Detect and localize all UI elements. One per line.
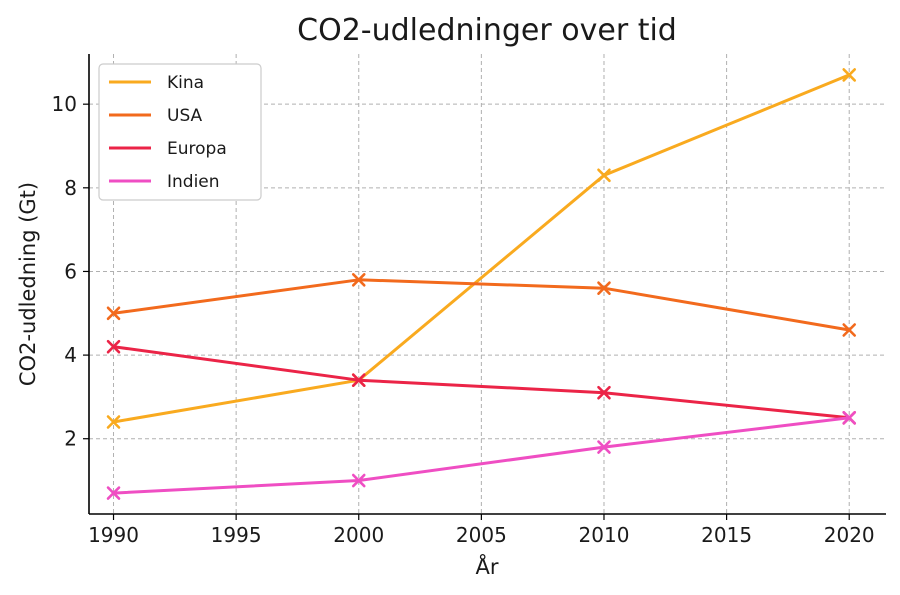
x-tick-label: 2000 [333, 523, 384, 547]
data-point-usa [842, 323, 857, 337]
y-axis-ticks: 2 4 6 8 10 [52, 92, 89, 451]
data-point-europa [351, 373, 366, 387]
x-tick-label: 2010 [579, 523, 630, 547]
data-point-indien [842, 411, 857, 425]
series-line-usa [113, 278, 850, 332]
legend-label-indien: Indien [167, 172, 220, 192]
data-point-indien [351, 473, 366, 488]
chart-title: CO2-udledninger over tid [297, 13, 677, 48]
x-axis-ticks: 1990 1995 2000 2005 2010 2015 2020 [88, 514, 875, 547]
legend-label-kina: Kina [167, 73, 204, 93]
data-point-kina [842, 68, 857, 82]
x-tick-label: 2015 [701, 523, 752, 547]
series-layer [106, 68, 857, 500]
x-axis-title: År [476, 553, 499, 579]
series-usa [106, 273, 857, 337]
y-tick-label: 6 [64, 259, 77, 283]
legend-label-europa: Europa [167, 139, 227, 159]
data-point-kina [106, 415, 121, 429]
series-line-indien [113, 416, 850, 495]
y-tick-label: 10 [52, 92, 77, 116]
data-point-indien [106, 486, 121, 500]
y-axis-title: CO2-udledning (Gt) [16, 182, 40, 386]
series-line-kina [113, 73, 850, 424]
x-tick-label: 1990 [88, 523, 139, 547]
legend-label-usa: USA [167, 106, 203, 126]
data-point-europa [597, 385, 611, 400]
data-point-usa [351, 273, 366, 287]
y-tick-label: 2 [64, 427, 77, 451]
x-tick-label: 2005 [456, 523, 507, 547]
data-point-kina [597, 168, 611, 183]
x-tick-label: 1995 [211, 523, 262, 547]
data-point-indien [597, 440, 611, 454]
data-point-europa [106, 339, 121, 354]
legend: Kina USA Europa Indien [98, 63, 262, 201]
series-indien [106, 411, 857, 500]
legend-box [98, 63, 262, 201]
y-tick-label: 8 [64, 176, 77, 200]
x-tick-label: 2020 [824, 523, 875, 547]
y-tick-label: 4 [64, 343, 77, 367]
series-line-europa [113, 345, 850, 420]
data-point-usa [597, 281, 611, 295]
axes [88, 54, 886, 515]
data-point-usa [106, 306, 121, 321]
